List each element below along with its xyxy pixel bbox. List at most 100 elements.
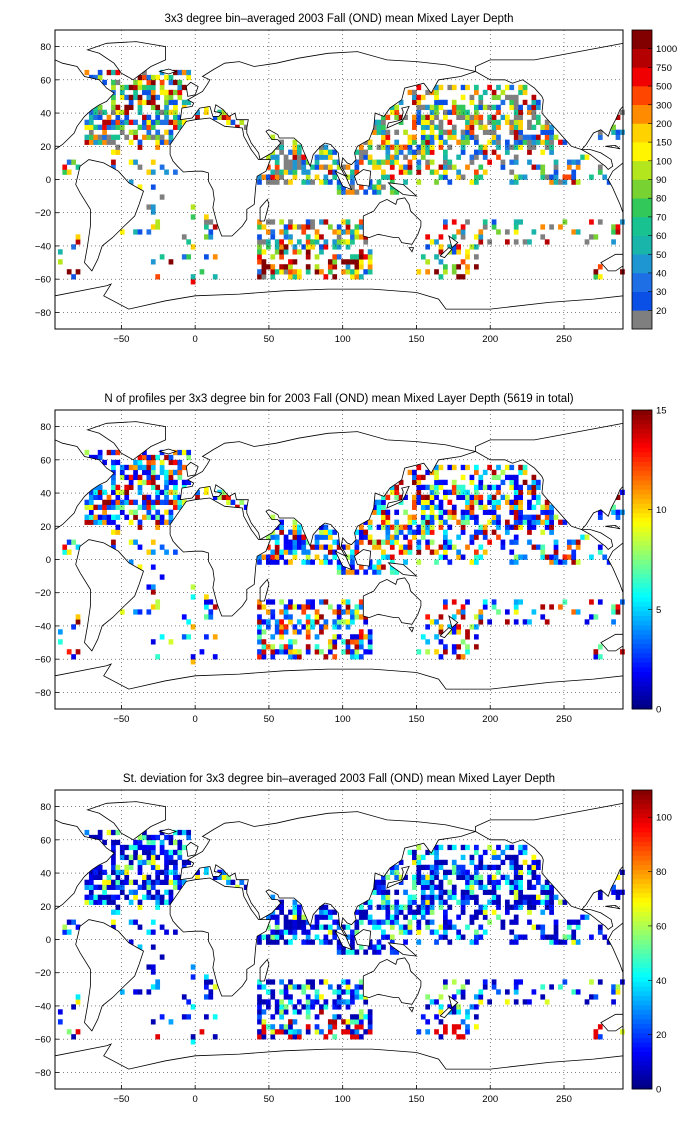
bin-cell — [115, 884, 121, 890]
bin-cell — [425, 514, 431, 520]
bin-cell — [496, 534, 501, 540]
bin-cell — [531, 504, 537, 510]
bin-cell — [102, 109, 107, 116]
bin-cell — [456, 104, 462, 111]
bin-cell — [527, 489, 532, 496]
bin-cell — [478, 104, 484, 111]
bin-cell — [270, 979, 276, 985]
bin-cell — [456, 1009, 462, 1015]
bin-cell — [164, 139, 169, 145]
colorbar-label: 100 — [656, 813, 672, 824]
colorbar-segment — [632, 1046, 652, 1053]
bin-cell — [398, 929, 404, 935]
bin-cell — [292, 1019, 298, 1025]
bin-cell — [425, 529, 431, 535]
bin-cell — [460, 519, 466, 525]
bin-cell — [460, 94, 466, 101]
bin-cell — [394, 144, 400, 150]
bin-cell — [111, 99, 116, 106]
bin-cell — [66, 549, 72, 555]
bin-cell — [173, 104, 178, 111]
bin-cell — [345, 644, 351, 650]
colorbar-segment — [632, 424, 652, 430]
x-tick-label: −50 — [113, 334, 129, 345]
bin-cell — [372, 509, 377, 515]
colorbar-segment — [632, 1023, 652, 1029]
bin-cell — [412, 884, 417, 890]
bin-cell — [257, 244, 262, 250]
bin-cell — [124, 854, 130, 861]
bin-cell — [527, 999, 532, 1005]
bin-cell — [137, 839, 143, 846]
bin-cell — [487, 499, 492, 505]
bin-cell — [456, 494, 462, 500]
bin-cell — [434, 94, 439, 101]
bin-cell — [292, 249, 298, 255]
bin-cell — [447, 119, 453, 125]
colorbar-segment — [632, 578, 652, 584]
bin-cell — [438, 274, 444, 280]
bin-cell — [106, 894, 112, 900]
bin-cell — [456, 1024, 462, 1030]
bin-cell — [482, 154, 488, 160]
bin-cell — [575, 989, 581, 995]
bin-cell — [283, 644, 289, 650]
bin-cell — [354, 164, 360, 170]
bin-cell — [509, 864, 515, 871]
bin-cell — [465, 139, 470, 145]
bin-cell — [513, 984, 519, 990]
bin-cell — [115, 119, 121, 125]
bin-cell — [438, 99, 444, 106]
bin-cell — [420, 134, 426, 140]
bin-cell — [482, 889, 488, 895]
bin-cell — [270, 989, 276, 995]
profile-count-map: −50 0 50 100 150 200 250806040200−20−40−60−800… — [35, 406, 667, 726]
data-cells — [57, 449, 625, 665]
colorbar-segment — [632, 456, 652, 462]
bin-cell — [341, 229, 346, 235]
bin-cell — [142, 849, 147, 856]
bin-cell — [270, 269, 276, 275]
bin-cell — [496, 914, 501, 920]
bin-cell — [473, 869, 479, 876]
y-tick-label: 60 — [40, 455, 51, 466]
bin-cell — [487, 129, 492, 135]
bin-cell — [314, 989, 320, 995]
bin-cell — [155, 514, 161, 520]
bin-cell — [279, 934, 284, 940]
bin-cell — [327, 529, 333, 535]
bin-cell — [500, 539, 506, 545]
bin-cell — [164, 929, 169, 935]
bin-cell — [407, 924, 413, 930]
bin-cell — [358, 524, 364, 530]
bin-cell — [345, 984, 351, 990]
bin-cell — [66, 1029, 72, 1035]
bin-cell — [270, 549, 276, 555]
bin-cell — [279, 904, 284, 910]
bin-cell — [518, 874, 523, 880]
bin-cell — [124, 464, 130, 471]
bin-cell — [327, 984, 333, 990]
bin-cell — [412, 494, 417, 500]
bin-cell — [358, 1034, 364, 1040]
bin-cell — [496, 139, 501, 145]
bin-cell — [208, 599, 214, 605]
bin-cell — [314, 254, 320, 260]
bin-cell — [518, 554, 523, 560]
bin-cell — [407, 539, 413, 545]
colorbar-segment — [632, 958, 652, 964]
bin-cell — [115, 504, 121, 510]
bin-cell — [261, 999, 267, 1005]
bin-cell — [323, 179, 329, 185]
bin-cell — [115, 449, 121, 456]
bin-cell — [429, 469, 435, 476]
bin-cell — [496, 229, 501, 235]
bin-cell — [106, 504, 112, 510]
bin-cell — [88, 489, 94, 496]
bin-cell — [212, 1034, 218, 1040]
bin-cell — [88, 514, 94, 520]
bin-cell — [451, 864, 457, 871]
bin-cell — [460, 899, 466, 905]
bin-cell — [540, 174, 546, 180]
bin-cell — [447, 869, 453, 876]
